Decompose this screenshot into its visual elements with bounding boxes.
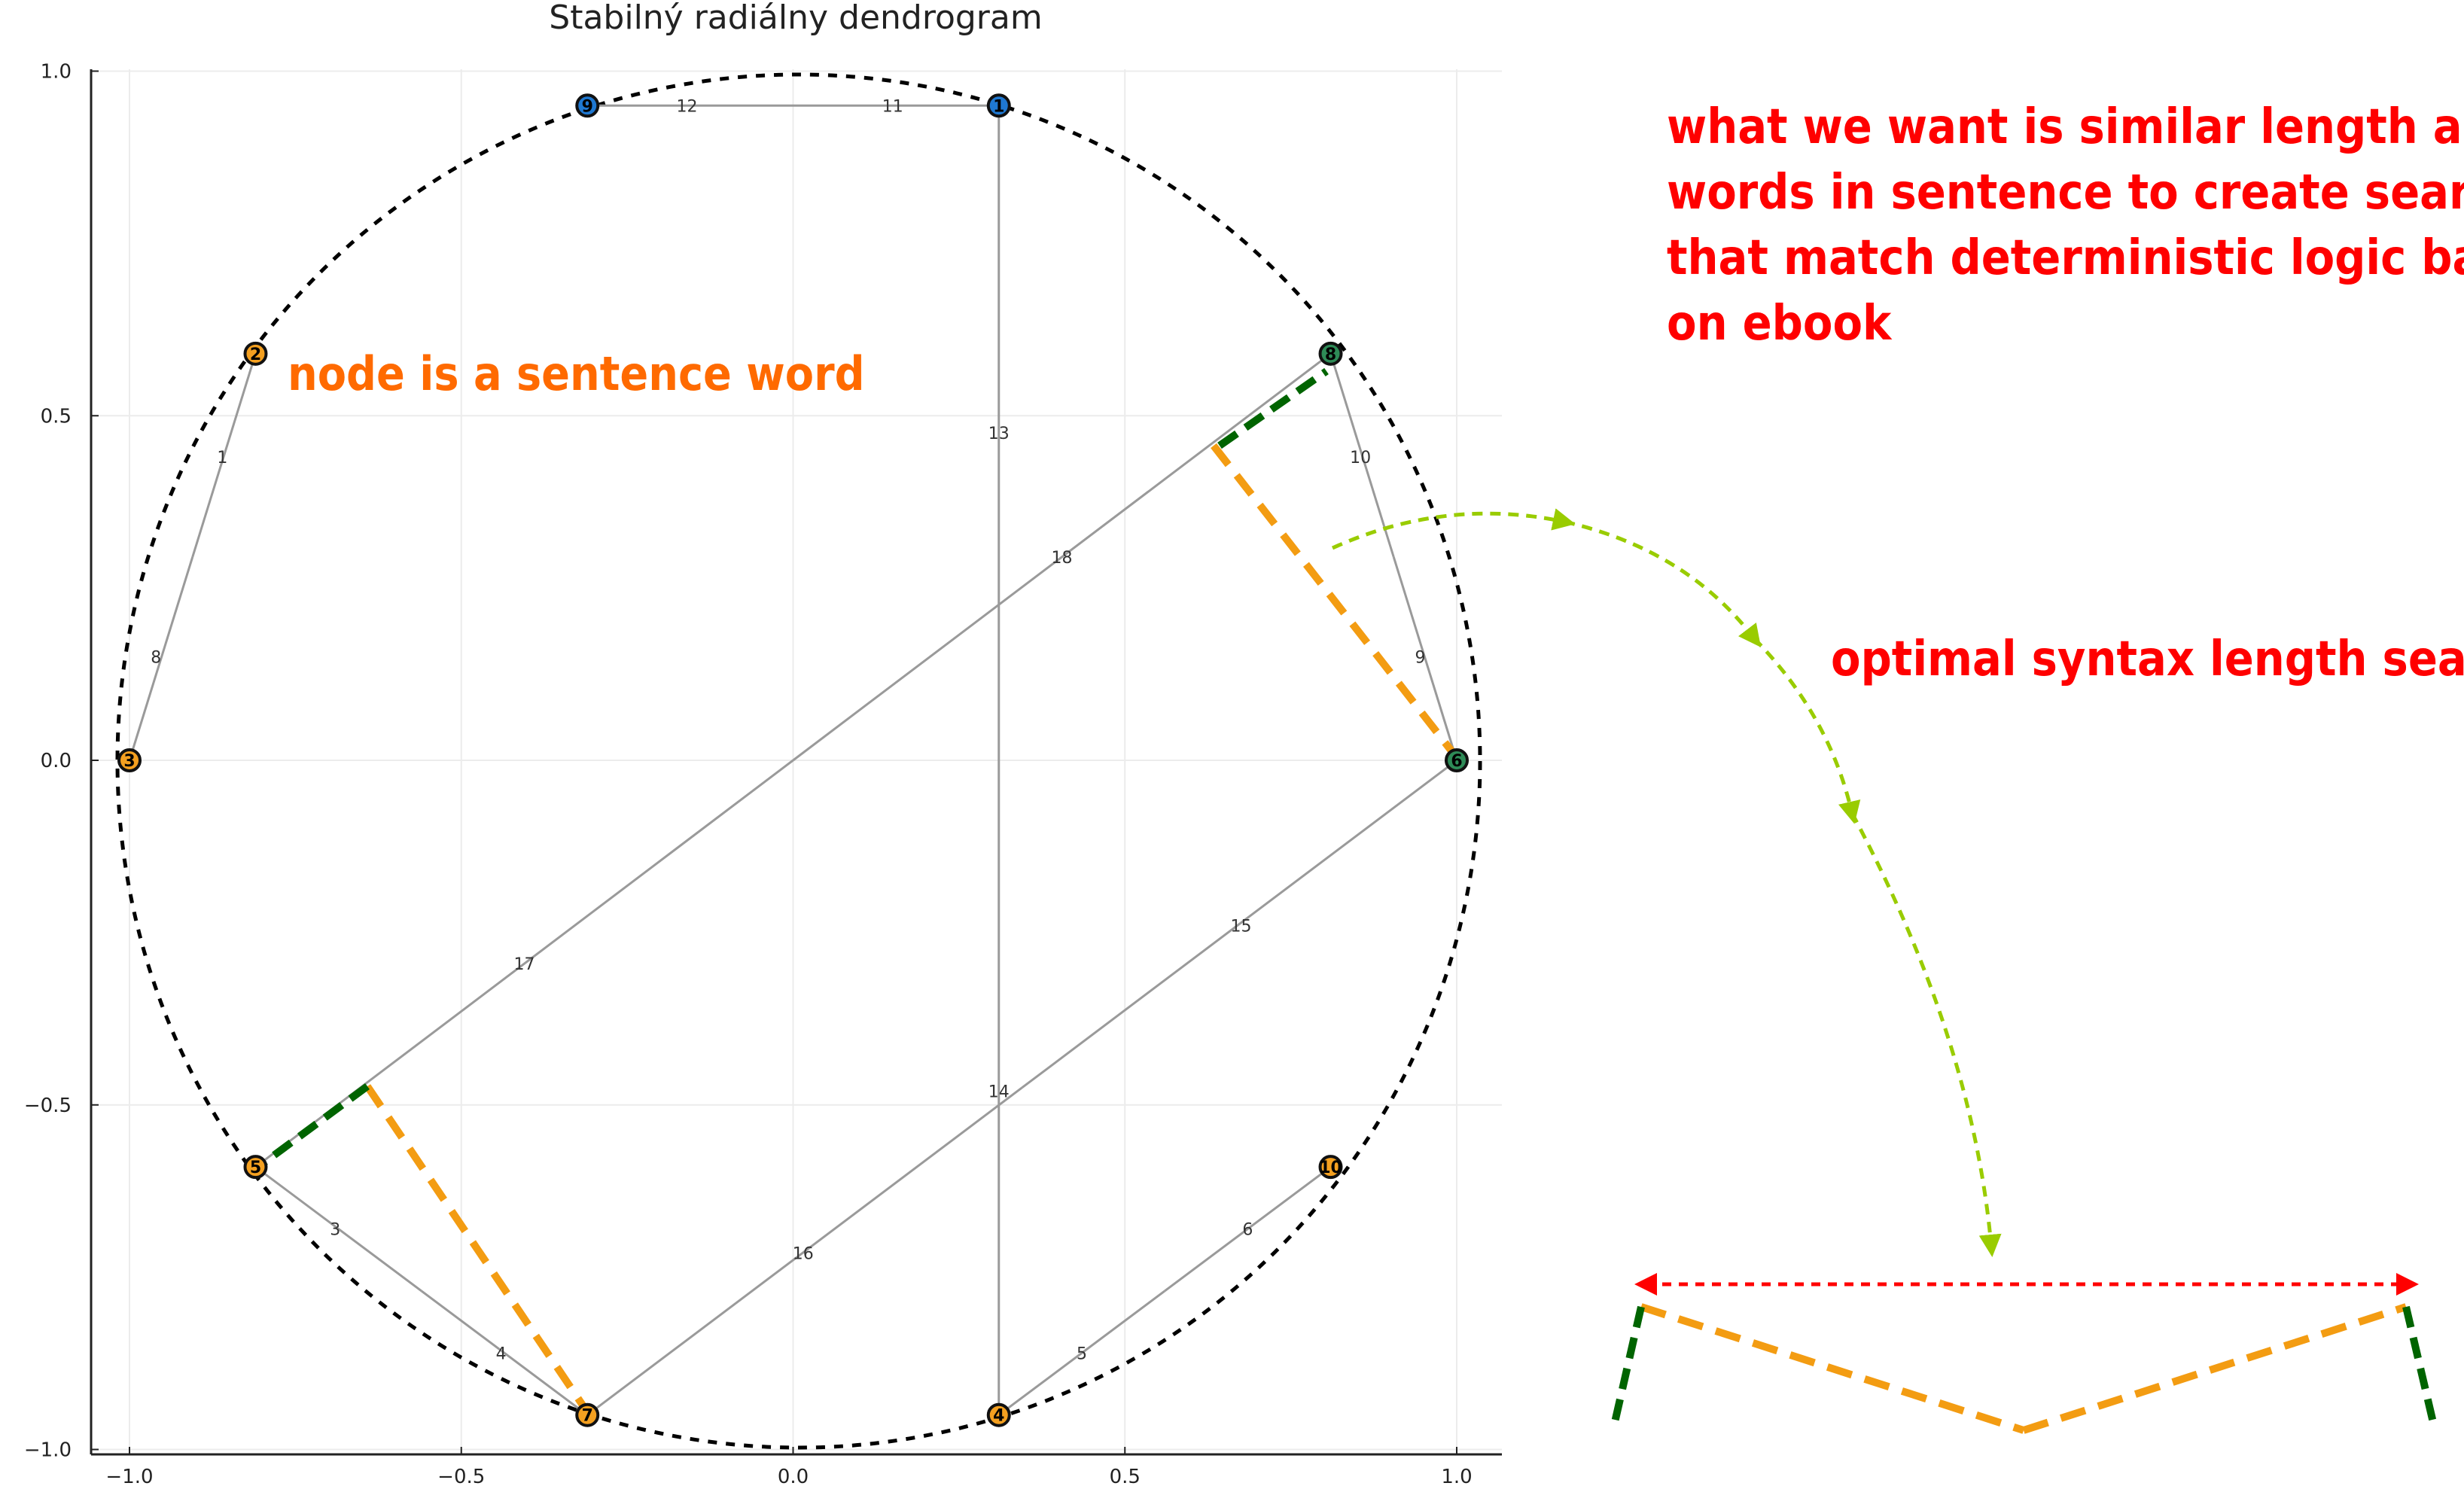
- edge-4: [420, 1290, 589, 1416]
- edge-label-4: 4: [496, 1344, 507, 1363]
- schematic-green-right: [2402, 1305, 2438, 1430]
- goal-line-1: what we want is similar length among: [1667, 99, 2464, 155]
- node-10: [1318, 1155, 1343, 1180]
- edge-label-10: 10: [1350, 449, 1371, 467]
- schematic-orange-right: [2022, 1303, 2408, 1434]
- edge-label-11: 11: [882, 97, 903, 116]
- lime-arrow-segment-1: [1331, 508, 1576, 550]
- node-label-1: 1: [993, 97, 1004, 116]
- orange-dash-upper: [1211, 443, 1461, 763]
- x-tick-label: −0.5: [437, 1466, 485, 1486]
- y-tick-label: 0.0: [41, 750, 72, 772]
- edge-label-14: 14: [988, 1083, 1010, 1101]
- node-8: [1318, 341, 1343, 366]
- edge-6: [1164, 1165, 1332, 1293]
- axes: [90, 69, 1502, 1456]
- chart-title: Stabilný radiálny dendrogram: [549, 0, 1042, 37]
- y-tick-label: −0.5: [24, 1095, 72, 1117]
- edge-label-18: 18: [1052, 549, 1073, 568]
- node-2: [243, 341, 268, 366]
- y-tick-label: 0.5: [41, 405, 72, 428]
- edge-label-8: 8: [151, 649, 161, 668]
- edge-label-6: 6: [1242, 1221, 1253, 1240]
- edge-label-17: 17: [513, 955, 535, 974]
- node-5: [243, 1155, 268, 1180]
- goal-line-2: words in sentence to create searches: [1667, 165, 2464, 221]
- goal-text-block: what we want is similar length among wor…: [1667, 99, 2464, 352]
- reference-circle: [115, 72, 1482, 1450]
- schematic-green-left: [1610, 1305, 1645, 1430]
- node-6: [1445, 748, 1469, 772]
- edge-16: [586, 1086, 1023, 1416]
- edge-label-13: 13: [988, 425, 1010, 443]
- edge-label-15: 15: [1231, 918, 1252, 936]
- edge-label-1: 1: [217, 449, 227, 467]
- y-tick-label: −1.0: [24, 1439, 72, 1462]
- goal-line-3: that match deterministic logic based: [1667, 230, 2464, 286]
- lime-curved-arrow: [1331, 508, 2002, 1257]
- edge-5: [997, 1290, 1166, 1416]
- y-tick-labels: 1.0 0.5 0.0 −0.5 −1.0: [24, 61, 99, 1462]
- edge-label-5: 5: [1077, 1344, 1087, 1363]
- y-tick-label: 1.0: [41, 61, 72, 84]
- x-tick-labels: −1.0 −0.5 0.0 0.5 1.0: [105, 1447, 1473, 1486]
- schematic-orange-left: [1640, 1303, 2025, 1434]
- length-overlay: [261, 367, 1461, 1417]
- node-label-7: 7: [582, 1407, 593, 1426]
- node-4: [986, 1402, 1011, 1427]
- edge-8: [128, 556, 194, 761]
- edge-15: [1021, 759, 1457, 1089]
- goal-line-4: on ebook: [1667, 296, 1893, 352]
- node-9: [575, 93, 600, 118]
- dendrogram-edges: [128, 104, 1458, 1416]
- edge-label-9: 9: [1415, 649, 1426, 668]
- edge-17: [254, 759, 794, 1168]
- search-note: optimal syntax length searching: [1831, 632, 2464, 687]
- edge-18: [792, 352, 1332, 762]
- node-label-10: 10: [1319, 1159, 1342, 1177]
- node-label-3: 3: [123, 752, 135, 771]
- edge-label-12: 12: [676, 97, 697, 116]
- green-dash-lower: [261, 1083, 370, 1167]
- x-tick-label: 0.0: [778, 1466, 809, 1486]
- x-tick-label: −1.0: [105, 1466, 153, 1486]
- node-label-6: 6: [1451, 752, 1462, 771]
- node-7: [575, 1402, 600, 1427]
- edge-label-16: 16: [793, 1245, 814, 1264]
- lime-arrow-segment-4: [1850, 812, 2002, 1257]
- node-note: node is a sentence word: [288, 346, 865, 401]
- node-label-9: 9: [582, 97, 593, 116]
- lime-arrow-segment-3: [1753, 637, 1861, 824]
- node-label-5: 5: [250, 1159, 261, 1177]
- x-tick-label: 0.5: [1110, 1466, 1141, 1486]
- edge-label-3: 3: [330, 1221, 340, 1240]
- edge-3: [254, 1165, 422, 1293]
- node-1: [986, 93, 1011, 118]
- node-label-8: 8: [1325, 346, 1336, 364]
- edge-1: [191, 353, 257, 558]
- edge-9: [1392, 556, 1458, 761]
- green-dash-upper: [1217, 367, 1329, 449]
- node-label-2: 2: [250, 346, 261, 364]
- edge-10: [1329, 353, 1395, 558]
- node-label-4: 4: [993, 1407, 1004, 1426]
- lime-arrow-segment-2: [1564, 519, 1762, 647]
- orange-dash-lower: [364, 1084, 593, 1417]
- length-schematic: [1610, 1273, 2438, 1434]
- node-3: [117, 748, 142, 772]
- x-tick-label: 1.0: [1441, 1466, 1472, 1486]
